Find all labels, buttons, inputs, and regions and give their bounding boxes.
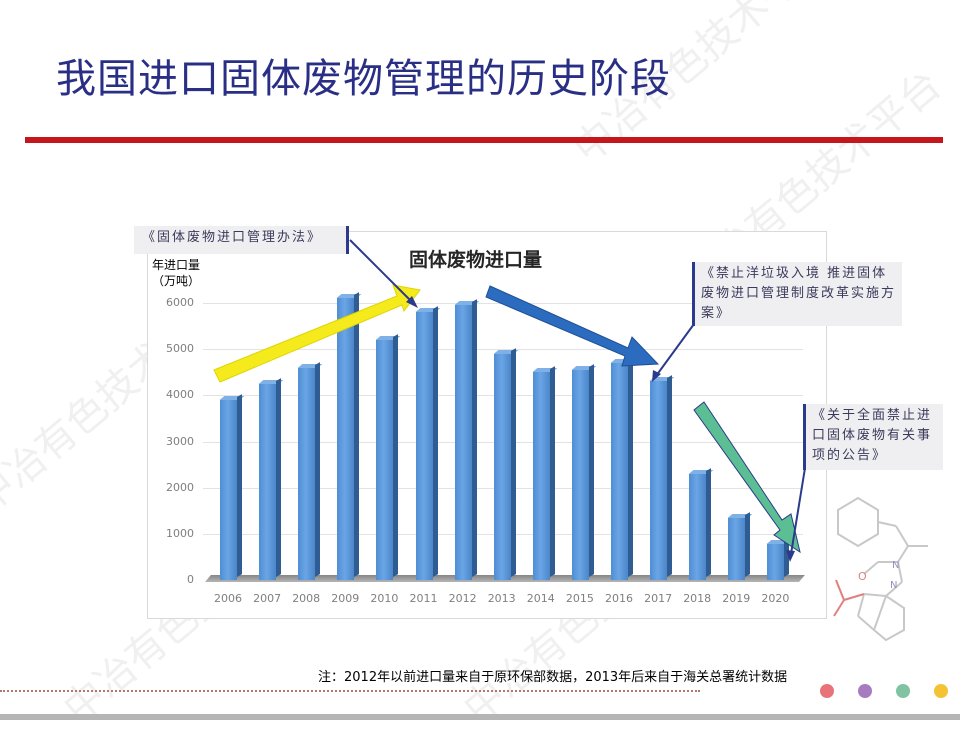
decor-dot: [858, 684, 872, 698]
x-tick-label: 2009: [331, 592, 360, 605]
bar-2008: [298, 367, 316, 580]
y-tick-label: 3000: [166, 434, 194, 448]
y-tick-label: 2000: [166, 480, 194, 494]
x-tick-label: 2020: [761, 592, 790, 605]
x-tick-label: 2011: [409, 592, 438, 605]
chart-title: 固体废物进口量: [409, 249, 543, 271]
svg-text:O: O: [858, 570, 867, 583]
x-tick-label: 2015: [565, 592, 594, 605]
bar-2012: [454, 305, 472, 580]
y-axis-label-line1: 年进口量: [152, 258, 201, 272]
bar-2009: [337, 298, 355, 580]
sharp-decrease-arrow-icon: [693, 401, 801, 554]
molecule-decoration-icon: O N N: [833, 496, 928, 642]
y-axis-label: 年进口量 （万吨）: [152, 257, 200, 289]
footer-dotted-divider: [0, 690, 700, 692]
y-tick-label: 1000: [166, 526, 194, 540]
bar-2020: [767, 543, 785, 580]
decrease-arrow-icon: [485, 285, 660, 367]
x-tick-label: 2013: [487, 592, 516, 605]
svg-text:N: N: [890, 580, 897, 591]
x-tick-label: 2006: [214, 592, 242, 605]
x-tick-label: 2018: [683, 592, 712, 605]
decor-dot: [896, 684, 910, 698]
footer-bar: [0, 714, 960, 720]
callout-reform-plan-2017: 《禁止洋垃圾入境 推进固体废物进口管理制度改革实施方案》: [692, 262, 902, 326]
bar-2011: [415, 312, 433, 580]
bar-2018: [689, 473, 707, 580]
svg-text:N: N: [892, 560, 899, 571]
bar-2019: [728, 517, 746, 580]
x-tick-label: 2017: [644, 592, 673, 605]
bar-2013: [493, 353, 511, 580]
decor-dot: [934, 684, 948, 698]
decor-dot: [820, 684, 834, 698]
x-tick-label: 2014: [526, 592, 555, 605]
increase-arrow-icon: [213, 284, 421, 383]
callout-pointer: [790, 467, 806, 555]
data-source-note: 注：2012年以前进口量来自于原环保部数据，2013年后来自于海关总署统计数据: [318, 670, 788, 685]
bar-2010: [376, 339, 394, 580]
bar-2017: [650, 381, 668, 580]
y-tick-label: 0: [187, 573, 194, 586]
callout-ban-announcement: 《关于全面禁止进口固体废物有关事项的公告》: [803, 404, 943, 470]
x-tick-label: 2007: [253, 592, 282, 605]
x-tick-label: 2008: [292, 592, 321, 605]
bar-2006: [220, 399, 237, 580]
title-divider: [25, 137, 943, 143]
y-tick-label: 6000: [166, 296, 194, 309]
callout-pointer: [655, 323, 695, 377]
bar-2014: [532, 372, 550, 580]
bar-2016: [611, 363, 628, 580]
y-axis-label-line2: （万吨）: [152, 274, 201, 288]
callout-pointer: [349, 239, 413, 303]
callout-regulation-2011: 《固体废物进口管理办法》: [134, 226, 349, 254]
x-tick-label: 2019: [722, 592, 751, 605]
slide-title: 我国进口固体废物管理的历史阶段: [56, 56, 671, 102]
bar-2007: [259, 383, 277, 580]
x-tick-label: 2010: [370, 592, 399, 605]
y-tick-label: 4000: [166, 388, 194, 402]
bar-2015: [571, 369, 589, 580]
y-tick-label: 5000: [166, 342, 194, 356]
x-tick-label: 2012: [448, 592, 477, 605]
x-tick-label: 2016: [605, 592, 633, 605]
